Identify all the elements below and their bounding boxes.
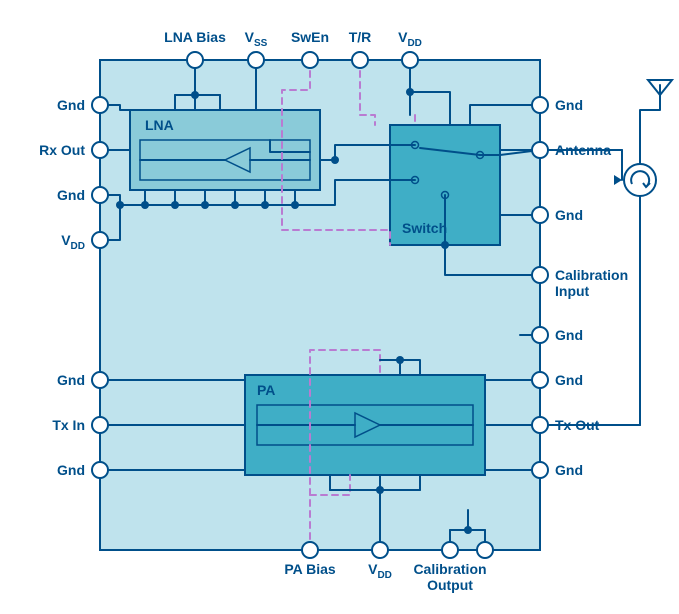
circulator: [624, 164, 656, 196]
svg-text:Gnd: Gnd: [555, 462, 583, 478]
svg-text:SwEn: SwEn: [291, 29, 329, 45]
svg-text:LNA Bias: LNA Bias: [164, 29, 226, 45]
svg-text:VDD: VDD: [61, 232, 85, 252]
svg-text:Output: Output: [427, 577, 473, 593]
svg-text:LNA: LNA: [145, 117, 174, 133]
svg-text:PA Bias: PA Bias: [284, 561, 336, 577]
svg-text:Antenna: Antenna: [555, 142, 611, 158]
svg-text:Gnd: Gnd: [57, 187, 85, 203]
svg-text:Rx Out: Rx Out: [39, 142, 85, 158]
svg-text:Calibration: Calibration: [555, 267, 628, 283]
svg-text:Gnd: Gnd: [57, 97, 85, 113]
svg-text:Gnd: Gnd: [57, 372, 85, 388]
svg-text:Gnd: Gnd: [555, 207, 583, 223]
svg-text:Switch: Switch: [402, 220, 447, 236]
svg-text:T/R: T/R: [349, 29, 372, 45]
svg-text:Gnd: Gnd: [555, 372, 583, 388]
svg-text:VDD: VDD: [368, 561, 392, 581]
svg-text:Gnd: Gnd: [555, 327, 583, 343]
svg-text:Gnd: Gnd: [57, 462, 85, 478]
svg-text:VDD: VDD: [398, 29, 422, 49]
svg-text:Tx Out: Tx Out: [555, 417, 600, 433]
svg-text:Gnd: Gnd: [555, 97, 583, 113]
rf-frontend-block-diagram: LNA Switch PA LNA Bias VSS SwEn T/R VDD Gnd Rx Ou…: [20, 20, 679, 594]
svg-text:PA: PA: [257, 382, 275, 398]
svg-text:Calibration: Calibration: [413, 561, 486, 577]
svg-text:Input: Input: [555, 283, 590, 299]
svg-text:Tx In: Tx In: [52, 417, 85, 433]
svg-text:VSS: VSS: [245, 29, 268, 49]
